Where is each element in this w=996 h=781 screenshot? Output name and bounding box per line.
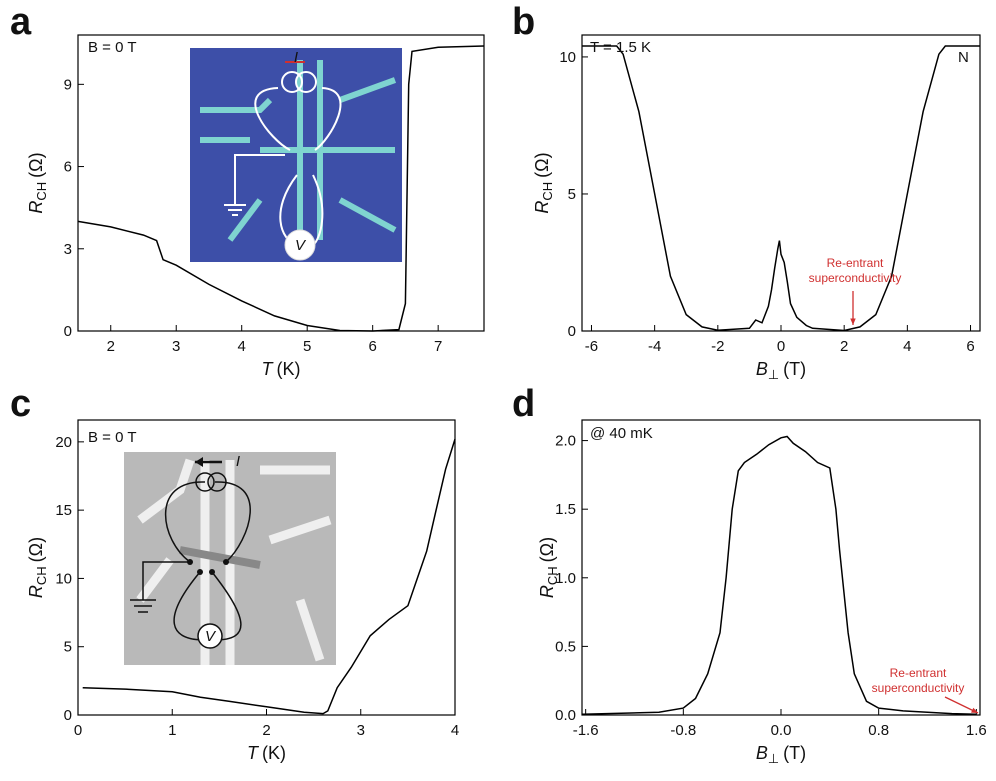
x-tick-label: 6 xyxy=(966,338,974,355)
y-axis-label: RCH (Ω) xyxy=(537,537,560,598)
callout-arrowhead xyxy=(971,707,978,713)
inset-label: I xyxy=(236,453,240,470)
y-tick-label: 0 xyxy=(568,323,576,340)
y-tick-label: 2.0 xyxy=(555,433,576,450)
x-label-unit: (K) xyxy=(262,743,286,763)
callout-text: superconductivity xyxy=(809,271,902,285)
y-label-subscript: CH xyxy=(34,182,49,201)
x-tick-label: 0.0 xyxy=(771,722,792,739)
x-tick-label: 3 xyxy=(357,722,365,739)
y-tick-label: 10 xyxy=(55,570,72,587)
callout-text: Re-entrant xyxy=(827,256,884,270)
y-label-unit: (Ω) xyxy=(537,537,557,562)
y-label-subscript: CH xyxy=(545,566,560,585)
x-label-unit: (T) xyxy=(783,743,806,763)
y-tick-label: 0 xyxy=(64,707,72,724)
x-tick-label: 1 xyxy=(168,722,176,739)
x-tick-label: 4 xyxy=(451,722,459,739)
x-label-unit: (T) xyxy=(783,359,806,379)
y-label-symbol: R xyxy=(532,201,552,214)
y-tick-label: 6 xyxy=(64,159,72,176)
panel-letter: c xyxy=(10,383,31,425)
y-tick-label: 20 xyxy=(55,434,72,451)
y-tick-label: 1.0 xyxy=(555,570,576,587)
callout-arrowhead xyxy=(850,318,856,325)
x-label-symbol: B xyxy=(756,743,768,763)
x-label-subscript: ⊥ xyxy=(768,367,779,382)
data-line xyxy=(582,45,980,332)
y-tick-label: 9 xyxy=(64,76,72,93)
x-axis-label: T (K) xyxy=(262,359,301,379)
plot-frame xyxy=(581,34,981,332)
y-tick-label: 0.5 xyxy=(555,638,576,655)
inset-label: V xyxy=(205,628,217,645)
inset-label: I xyxy=(294,49,298,66)
plot-frame xyxy=(77,34,485,332)
data-line xyxy=(82,438,456,715)
x-tick-label: 3 xyxy=(172,338,180,355)
x-label-symbol: T xyxy=(262,359,275,379)
y-tick-label: 15 xyxy=(55,502,72,519)
x-tick-label: 7 xyxy=(434,338,442,355)
y-tick-label: 10 xyxy=(559,49,576,66)
y-axis-label: RCH (Ω) xyxy=(26,537,49,598)
x-tick-label: 4 xyxy=(903,338,911,355)
data-line xyxy=(581,435,977,716)
x-label-unit: (K) xyxy=(277,359,301,379)
annotation: N xyxy=(958,49,969,66)
x-tick-label: 2 xyxy=(262,722,270,739)
x-tick-label: 5 xyxy=(303,338,311,355)
annotation: @ 40 mK xyxy=(590,425,653,442)
y-label-symbol: R xyxy=(26,585,46,598)
panel-letter: d xyxy=(512,383,535,425)
x-tick-label: 0 xyxy=(74,722,82,739)
y-label-unit: (Ω) xyxy=(532,152,552,177)
data-line xyxy=(77,45,485,332)
x-tick-label: 0.8 xyxy=(868,722,889,739)
callout-text: Re-entrant xyxy=(890,666,947,680)
callout-text: superconductivity xyxy=(872,681,965,695)
x-tick-label: -4 xyxy=(648,338,661,355)
y-tick-label: 5 xyxy=(568,186,576,203)
inset-a xyxy=(190,48,402,262)
x-label-subscript: ⊥ xyxy=(768,751,779,766)
x-tick-label: 1.6 xyxy=(966,722,987,739)
x-tick-label: 0 xyxy=(777,338,785,355)
y-tick-label: 5 xyxy=(64,639,72,656)
y-tick-label: 3 xyxy=(64,241,72,258)
annotation: B = 0 T xyxy=(88,39,137,56)
x-tick-label: -6 xyxy=(585,338,598,355)
y-label-unit: (Ω) xyxy=(26,537,46,562)
panel-letter: a xyxy=(10,1,32,43)
x-tick-label: 2 xyxy=(840,338,848,355)
inset-label: V xyxy=(295,237,307,254)
x-axis-label: B⊥ (T) xyxy=(756,359,806,382)
panel-letter: b xyxy=(512,1,535,43)
y-axis-label: RCH (Ω) xyxy=(26,152,49,213)
annotation: T = 1.5 K xyxy=(590,39,651,56)
y-tick-label: 0.0 xyxy=(555,707,576,724)
annotation: B = 0 T xyxy=(88,429,137,446)
y-tick-label: 0 xyxy=(64,323,72,340)
x-tick-label: -0.8 xyxy=(670,722,696,739)
x-axis-label: T (K) xyxy=(247,743,286,763)
y-label-unit: (Ω) xyxy=(26,152,46,177)
y-label-subscript: CH xyxy=(34,566,49,585)
x-axis-label: B⊥ (T) xyxy=(756,743,806,766)
y-tick-label: 1.5 xyxy=(555,501,576,518)
y-axis-label: RCH (Ω) xyxy=(532,152,555,213)
x-tick-label: -1.6 xyxy=(573,722,599,739)
y-label-symbol: R xyxy=(26,201,46,214)
x-tick-label: 6 xyxy=(369,338,377,355)
x-tick-label: 4 xyxy=(238,338,246,355)
x-label-symbol: T xyxy=(247,743,260,763)
x-label-symbol: B xyxy=(756,359,768,379)
inset-c xyxy=(124,452,336,665)
x-tick-label: -2 xyxy=(711,338,724,355)
x-tick-label: 2 xyxy=(107,338,115,355)
y-label-symbol: R xyxy=(537,585,557,598)
y-label-subscript: CH xyxy=(540,182,555,201)
